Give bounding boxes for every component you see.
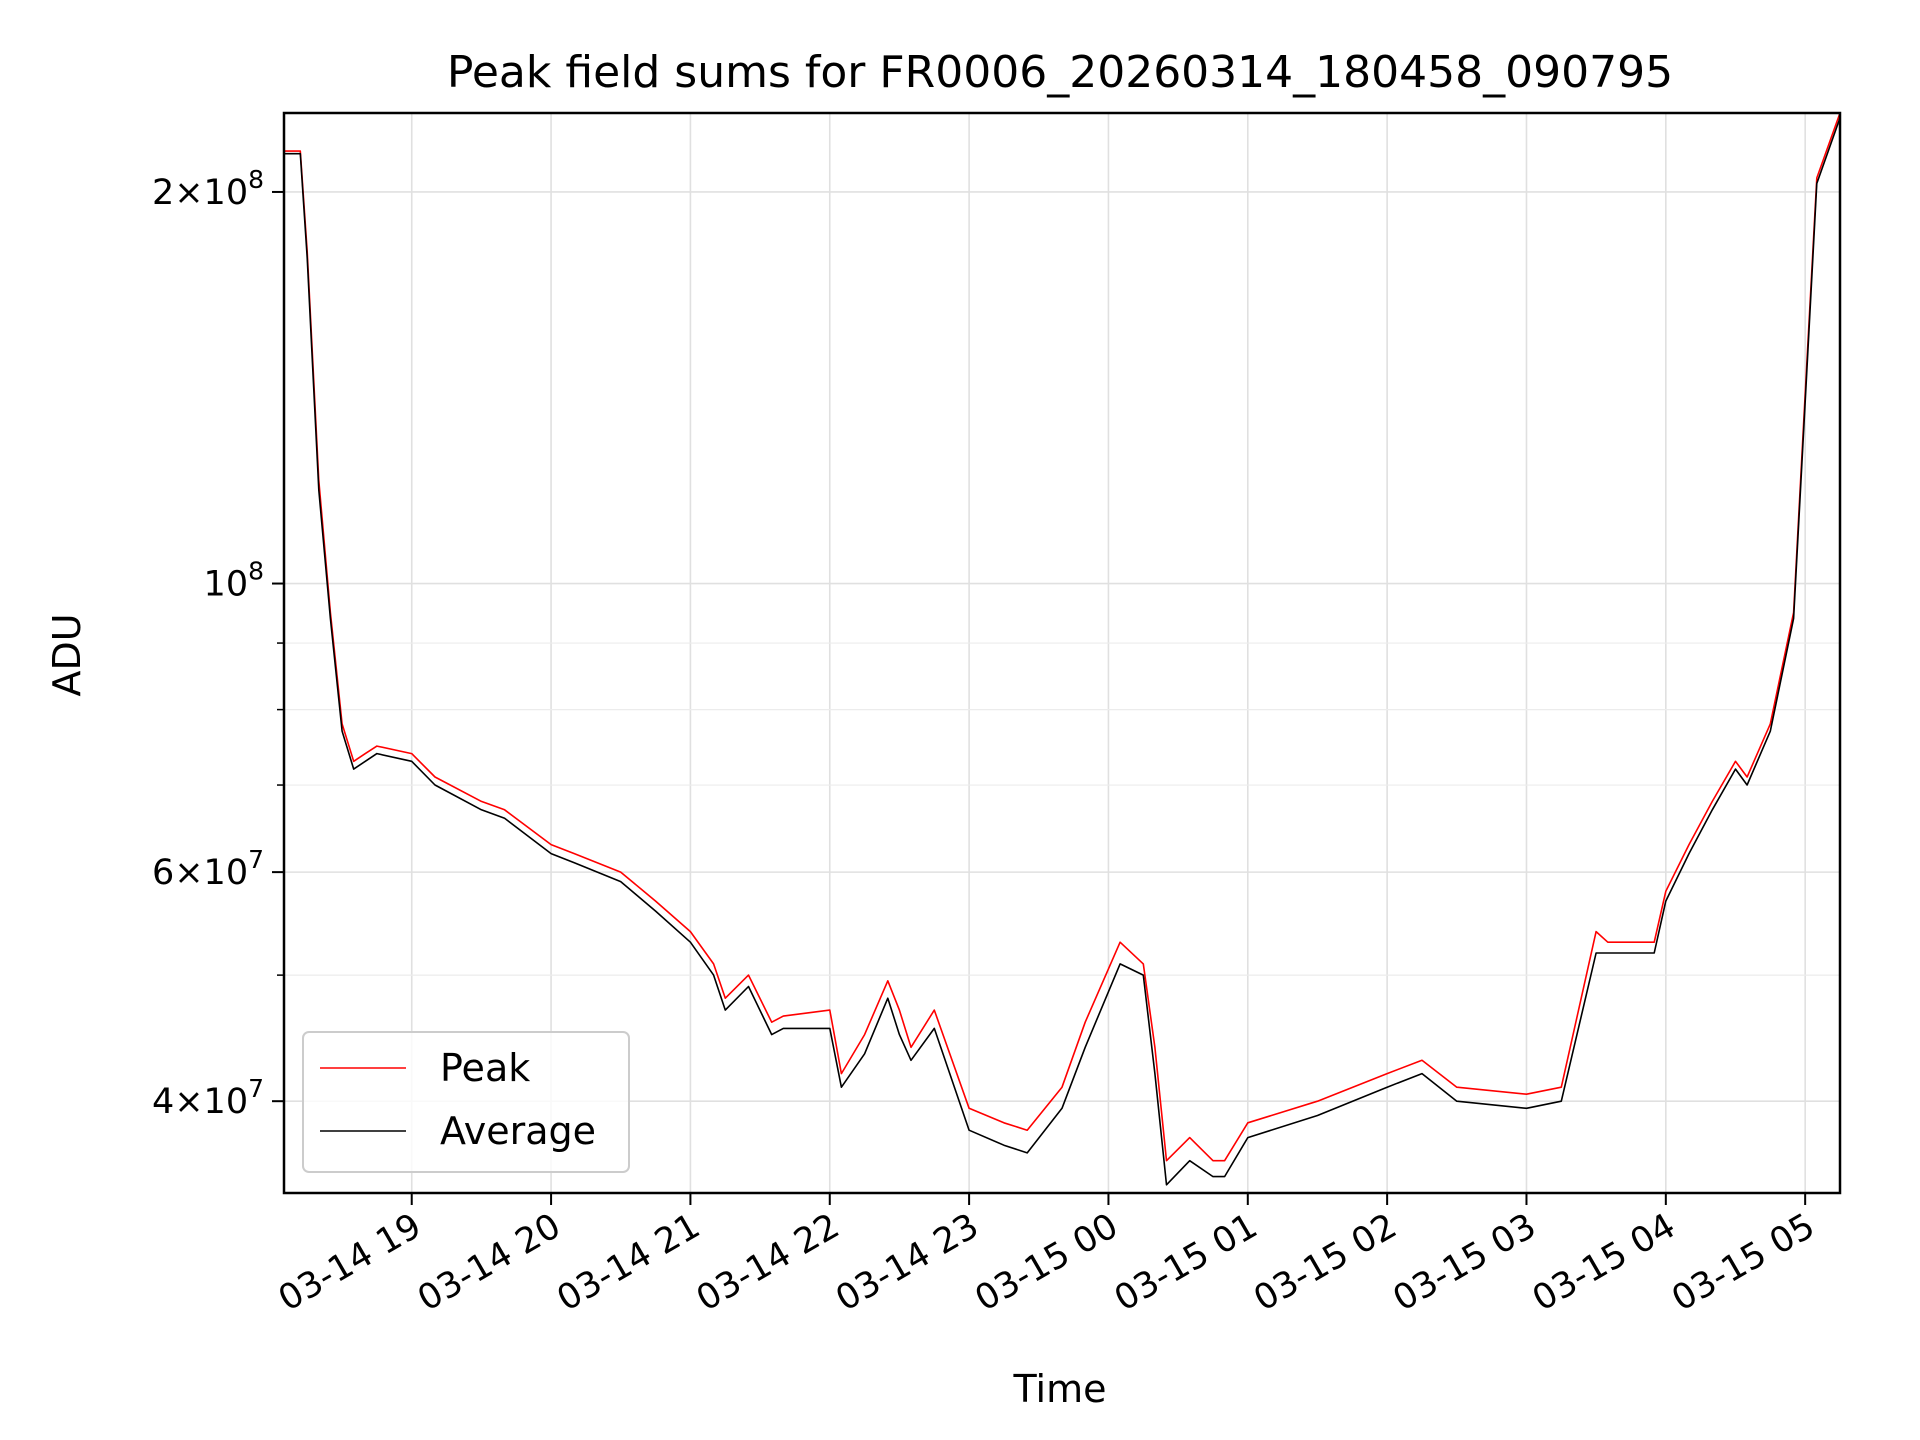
x-tick-label: 03-14 20 (411, 1206, 567, 1319)
y-tick-label: 108 (204, 557, 264, 605)
series-line-average (284, 117, 1841, 1186)
y-tick-label: 2×108 (152, 165, 264, 213)
x-tick-label: 03-15 04 (1526, 1206, 1682, 1319)
x-tick-label: 03-14 22 (690, 1206, 846, 1319)
x-tick-label: 03-15 03 (1387, 1206, 1543, 1319)
grid (284, 113, 1840, 1193)
x-tick-label: 03-14 23 (829, 1206, 985, 1319)
x-tick-label: 03-15 01 (1108, 1206, 1264, 1319)
x-tick-label: 03-15 00 (969, 1206, 1125, 1319)
series-line-peak (284, 112, 1841, 1162)
legend: Peak Average (302, 1031, 630, 1173)
y-tick-label: 6×107 (152, 845, 264, 893)
x-axis-label: Time (1013, 1367, 1107, 1411)
series-lines (284, 112, 1841, 1186)
y-axis-label: ADU (45, 613, 89, 696)
legend-label-peak: Peak (440, 1046, 530, 1090)
plot-frame (282, 111, 1842, 1195)
x-tick-label: 03-14 19 (272, 1206, 428, 1319)
y-tick-label: 4×107 (152, 1074, 264, 1122)
chart-title: Peak field sums for FR0006_20260314_1804… (447, 47, 1673, 98)
x-tick-label: 03-15 02 (1247, 1206, 1403, 1319)
x-tick-label: 03-14 21 (551, 1206, 707, 1319)
legend-label-average: Average (440, 1109, 596, 1153)
x-tick-label: 03-15 05 (1665, 1206, 1821, 1319)
legend-box (302, 1031, 630, 1173)
